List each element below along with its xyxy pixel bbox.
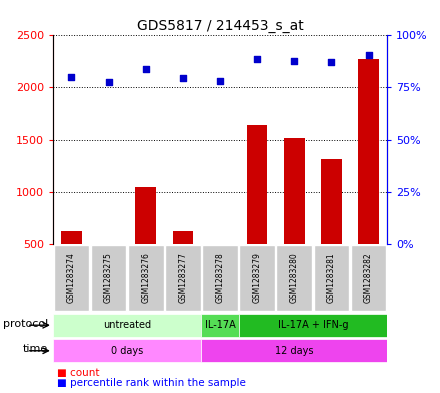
- Bar: [359, 59, 379, 296]
- Point: [291, 58, 298, 64]
- Text: GSM1283276: GSM1283276: [141, 253, 150, 303]
- Text: untreated: untreated: [103, 320, 151, 330]
- Text: time: time: [23, 345, 48, 354]
- Text: GSM1283281: GSM1283281: [327, 253, 336, 303]
- Bar: [238, 314, 387, 337]
- Bar: [61, 231, 81, 296]
- Bar: [165, 245, 201, 311]
- Text: GSM1283275: GSM1283275: [104, 253, 113, 303]
- Text: GSM1283277: GSM1283277: [178, 253, 187, 303]
- Bar: [239, 245, 275, 311]
- Bar: [247, 125, 268, 296]
- Bar: [202, 339, 387, 362]
- Bar: [202, 314, 238, 337]
- Title: GDS5817 / 214453_s_at: GDS5817 / 214453_s_at: [137, 19, 303, 33]
- Text: protocol: protocol: [3, 319, 48, 329]
- Bar: [321, 159, 342, 296]
- Bar: [53, 314, 202, 337]
- Bar: [136, 187, 156, 296]
- Bar: [202, 245, 238, 311]
- Text: GSM1283278: GSM1283278: [216, 253, 224, 303]
- Text: 12 days: 12 days: [275, 346, 314, 356]
- Text: ■ percentile rank within the sample: ■ percentile rank within the sample: [57, 378, 246, 388]
- Bar: [172, 231, 193, 296]
- Point: [180, 75, 187, 81]
- Bar: [284, 138, 304, 296]
- Text: IL-17A: IL-17A: [205, 320, 235, 330]
- Text: ■ count: ■ count: [57, 368, 100, 378]
- Point: [365, 52, 372, 58]
- Text: 0 days: 0 days: [111, 346, 143, 356]
- Point: [105, 79, 112, 85]
- Text: IL-17A + IFN-g: IL-17A + IFN-g: [278, 320, 348, 330]
- Bar: [210, 245, 230, 296]
- Point: [142, 66, 149, 72]
- Text: GSM1283279: GSM1283279: [253, 253, 262, 303]
- Bar: [314, 245, 349, 311]
- Point: [216, 78, 224, 84]
- Text: GSM1283274: GSM1283274: [67, 253, 76, 303]
- Point: [68, 74, 75, 80]
- Bar: [54, 245, 89, 311]
- Bar: [351, 245, 386, 311]
- Bar: [53, 339, 202, 362]
- Point: [253, 56, 260, 62]
- Bar: [128, 245, 164, 311]
- Bar: [91, 245, 126, 311]
- Text: GSM1283280: GSM1283280: [290, 253, 299, 303]
- Bar: [98, 245, 119, 296]
- Text: GSM1283282: GSM1283282: [364, 253, 373, 303]
- Bar: [276, 245, 312, 311]
- Point: [328, 59, 335, 66]
